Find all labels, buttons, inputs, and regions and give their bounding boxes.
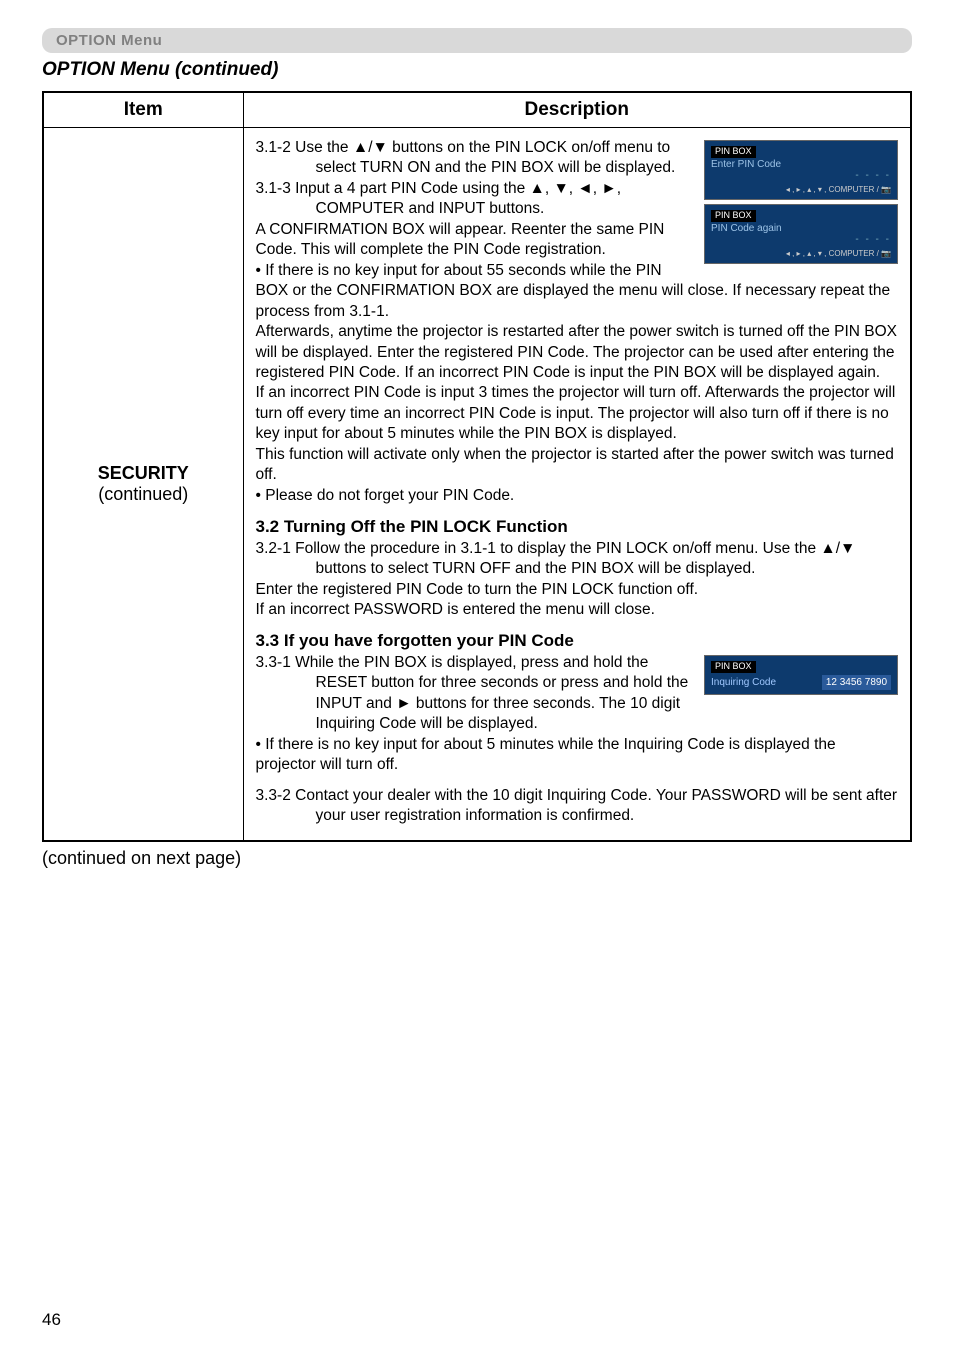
inq-box-wrap: PIN BOX Inquiring Code 12 3456 7890 (704, 655, 898, 699)
pin-box-btns: ◂ , ▸ , ▴ , ▾ , COMPUTER / 📷 (711, 249, 891, 260)
text-func: This function will activate only when th… (256, 445, 899, 486)
menu-bar: OPTION Menu (42, 28, 912, 53)
text-321: 3.2-1 Follow the procedure in 3.1-1 to d… (256, 539, 899, 580)
text-332: 3.3-2 Contact your dealer with the 10 di… (256, 786, 899, 827)
inquiring-box: PIN BOX Inquiring Code 12 3456 7890 (704, 655, 898, 695)
pin-box-1: PIN BOX Enter PIN Code - - - - ◂ , ▸ , ▴… (704, 140, 898, 200)
pin-box-2: PIN BOX PIN Code again - - - - ◂ , ▸ , ▴… (704, 204, 898, 264)
desc-cell: PIN BOX Enter PIN Code - - - - ◂ , ▸ , ▴… (243, 128, 911, 842)
option-table: Item Description SECURITY (continued) PI… (42, 91, 912, 842)
pin-box-dots: - - - - (711, 233, 891, 246)
item-sublabel: (continued) (44, 484, 243, 505)
pin-box-dots: - - - - (711, 169, 891, 182)
text-forget: • Please do not forget your PIN Code. (256, 486, 899, 506)
header-item: Item (43, 92, 243, 128)
pin-box-head: PIN BOX (711, 146, 756, 158)
page-number: 46 (42, 1310, 61, 1330)
header-desc: Description (243, 92, 911, 128)
item-label: SECURITY (44, 463, 243, 484)
inq-box-label: Inquiring Code (711, 676, 776, 689)
section-title: OPTION Menu (continued) (42, 59, 912, 81)
text-if55: • If there is no key input for about 55 … (256, 261, 899, 322)
text-enter: Enter the registered PIN Code to turn th… (256, 580, 899, 600)
pin-boxes: PIN BOX Enter PIN Code - - - - ◂ , ▸ , ▴… (704, 140, 898, 268)
text-wrongpw: If an incorrect PASSWORD is entered the … (256, 600, 899, 620)
item-cell: SECURITY (continued) (43, 128, 243, 842)
pin-box-btns: ◂ , ▸ , ▴ , ▾ , COMPUTER / 📷 (711, 185, 891, 196)
continued-label: (continued on next page) (42, 848, 912, 869)
heading-33: 3.3 If you have forgotten your PIN Code (256, 630, 899, 652)
pin-box-head: PIN BOX (711, 210, 756, 222)
inq-box-code: 12 3456 7890 (822, 675, 891, 690)
text-if5: • If there is no key input for about 5 m… (256, 735, 899, 776)
text-after: Afterwards, anytime the projector is res… (256, 322, 899, 383)
heading-32: 3.2 Turning Off the PIN LOCK Function (256, 516, 899, 538)
text-if3: If an incorrect PIN Code is input 3 time… (256, 383, 899, 444)
inq-box-head: PIN BOX (711, 661, 756, 673)
